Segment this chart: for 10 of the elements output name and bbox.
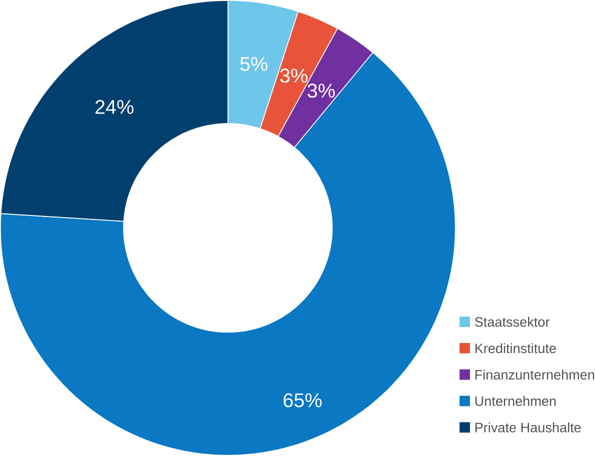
- legend-label: Unternehmen: [475, 396, 556, 406]
- data-label: 5%: [240, 57, 268, 72]
- legend-label: Staatssektor: [474, 316, 550, 327]
- data-label: 24%: [95, 100, 134, 114]
- legend-label: Finanzunternehmen: [475, 370, 594, 380]
- data-label: 65%: [284, 393, 322, 408]
- legend-label: Private Haushalte: [475, 422, 581, 432]
- legend-label: Kreditinstitute: [475, 343, 556, 354]
- data-label: 3%: [280, 68, 308, 83]
- data-label: 3%: [308, 84, 335, 98]
